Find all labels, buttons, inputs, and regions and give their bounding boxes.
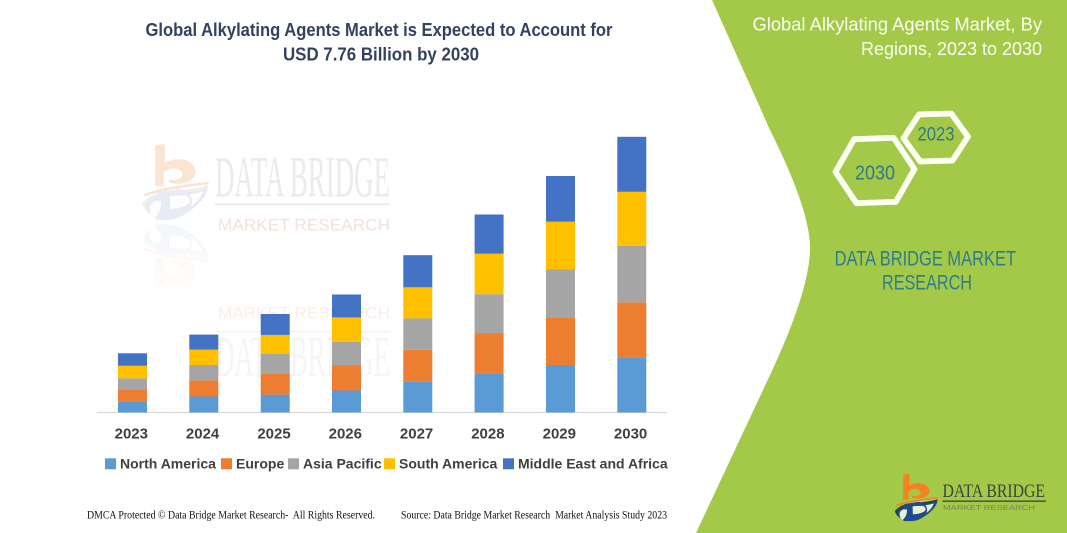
svg-text:USD 7.76 Billion by 2030: USD 7.76 Billion by 2030 (283, 45, 479, 65)
svg-text:DMCA Protected © Data Bridge M: DMCA Protected © Data Bridge Market Rese… (87, 510, 375, 522)
svg-text:MARKET RESEARCH: MARKET RESEARCH (943, 503, 1035, 512)
svg-text:MARKET RESEARCH: MARKET RESEARCH (218, 305, 390, 323)
svg-text:Source: Data Bridge Market Res: Source: Data Bridge Market Research Mark… (401, 510, 667, 522)
svg-text:Regions, 2023 to 2030: Regions, 2023 to 2030 (861, 39, 1042, 59)
svg-text:South America: South America (399, 456, 497, 472)
svg-text:2030: 2030 (614, 426, 647, 443)
svg-text:2029: 2029 (543, 426, 576, 443)
svg-text:2030: 2030 (855, 161, 895, 184)
svg-text:DATA BRIDGE: DATA BRIDGE (215, 145, 390, 210)
svg-text:North America: North America (120, 456, 216, 472)
svg-text:DATA BRIDGE: DATA BRIDGE (943, 481, 1046, 502)
svg-text:DATA BRIDGE: DATA BRIDGE (215, 324, 390, 389)
svg-text:2023: 2023 (115, 426, 148, 443)
svg-text:MARKET RESEARCH: MARKET RESEARCH (218, 217, 390, 235)
svg-text:2027: 2027 (400, 426, 433, 443)
svg-text:DATA BRIDGE MARKET: DATA BRIDGE MARKET (835, 247, 1017, 270)
svg-text:2024: 2024 (186, 426, 220, 443)
svg-text:2025: 2025 (257, 426, 290, 443)
svg-text:RESEARCH: RESEARCH (882, 272, 972, 295)
svg-text:Global Alkylating Agents Marke: Global Alkylating Agents Market is Expec… (146, 20, 613, 40)
svg-text:Europe: Europe (236, 456, 284, 472)
svg-text:2028: 2028 (471, 426, 504, 443)
svg-text:Global Alkylating Agents Marke: Global Alkylating Agents Market, By (753, 15, 1043, 35)
svg-text:2023: 2023 (918, 125, 955, 146)
svg-text:2026: 2026 (329, 426, 362, 443)
svg-text:Middle East and Africa: Middle East and Africa (518, 456, 668, 472)
svg-text:Asia Pacific: Asia Pacific (303, 456, 382, 472)
